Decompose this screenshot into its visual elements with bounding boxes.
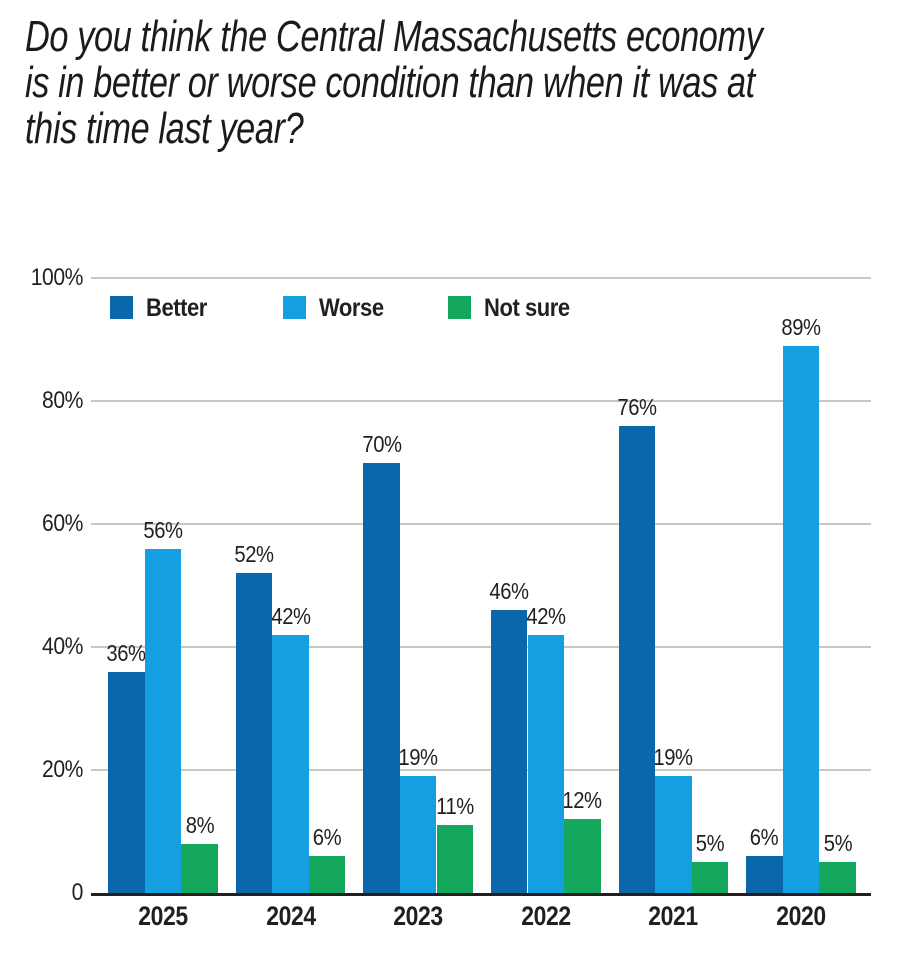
gridline-100pct [91, 277, 871, 279]
value-label-not-sure-2021: 5% [695, 830, 725, 857]
bar-not-sure-2024 [308, 856, 346, 893]
bar-not-sure-2025 [181, 843, 218, 893]
chart-title: Do you think the Central Massachusetts e… [25, 12, 763, 153]
bar-worse-2024 [272, 634, 309, 893]
legend-item-better: Better [110, 294, 260, 322]
bar-worse-2020 [782, 345, 820, 893]
value-label-better-2023: 70% [361, 430, 402, 457]
bar-better-2022 [490, 610, 528, 893]
y-axis-label-60: 60% [42, 510, 83, 537]
bar-not-sure-2023 [436, 825, 474, 893]
bar-worse-2022 [527, 634, 565, 893]
x-axis-label-2023: 2023 [393, 901, 443, 931]
value-label-not-sure-2020: 5% [823, 830, 852, 857]
legend-swatch-icon [110, 296, 133, 319]
bar-not-sure-2021 [691, 862, 729, 893]
value-label-not-sure-2022: 12% [562, 787, 603, 814]
value-label-worse-2021: 19% [653, 744, 694, 771]
legend-label: Not sure [484, 294, 570, 322]
chart-title-line-1: Do you think the Central Massachusetts e… [25, 12, 763, 61]
value-label-better-2020: 6% [750, 824, 779, 851]
value-label-worse-2022: 42% [526, 602, 566, 629]
y-axis-label-0: 0 [71, 879, 84, 906]
bar-better-2024 [235, 573, 273, 893]
x-axis-label-2024: 2024 [265, 901, 316, 931]
x-axis-label-2020: 2020 [776, 901, 826, 931]
bar-better-2025 [108, 671, 145, 893]
value-label-better-2021: 76% [617, 393, 657, 420]
value-label-better-2025: 36% [106, 639, 147, 666]
bar-not-sure-2020 [819, 862, 856, 893]
legend-label: Worse [319, 294, 384, 322]
value-label-worse-2020: 89% [781, 313, 821, 340]
gridline-60pct [91, 523, 871, 525]
bar-better-2023 [363, 462, 400, 893]
bar-worse-2023 [399, 776, 437, 893]
value-label-worse-2023: 19% [398, 744, 439, 771]
chart-title-line-2: is in better or worse condition than whe… [25, 58, 755, 107]
value-label-not-sure-2024: 6% [312, 824, 342, 851]
legend-item-not-sure: Not sure [448, 294, 598, 322]
x-axis-label-2022: 2022 [521, 901, 571, 931]
legend-swatch-icon [283, 296, 306, 319]
bar-worse-2025 [144, 548, 182, 893]
y-axis-label-20: 20% [42, 756, 83, 783]
bar-better-2020 [746, 856, 783, 893]
bar-worse-2021 [655, 776, 692, 893]
legend-label: Better [146, 294, 207, 322]
value-label-worse-2025: 56% [143, 516, 183, 543]
legend-swatch-icon [448, 296, 471, 319]
gridline-20pct [91, 769, 871, 771]
value-label-not-sure-2023: 11% [435, 793, 474, 820]
gridline-80pct [91, 400, 871, 402]
x-axis-label-2021: 2021 [648, 901, 699, 931]
bar-chart: Better Worse Not sure 100% 80% 60% 40% 20% 0 36%… [31, 264, 871, 931]
y-axis-label-80: 80% [42, 387, 83, 414]
legend-item-worse: Worse [283, 294, 433, 322]
y-axis-label-40: 40% [42, 633, 83, 660]
value-label-worse-2024: 42% [270, 602, 311, 629]
gridline-40pct [91, 646, 871, 648]
bar-not-sure-2022 [564, 819, 601, 893]
value-label-better-2022: 46% [489, 578, 530, 605]
x-axis-label-2025: 2025 [138, 901, 188, 931]
y-axis-label-100: 100% [30, 264, 84, 291]
value-label-better-2024: 52% [234, 541, 274, 568]
chart-title-line-3: this time last year? [25, 104, 304, 153]
bar-better-2021 [618, 425, 656, 893]
value-label-not-sure-2025: 8% [185, 811, 214, 838]
